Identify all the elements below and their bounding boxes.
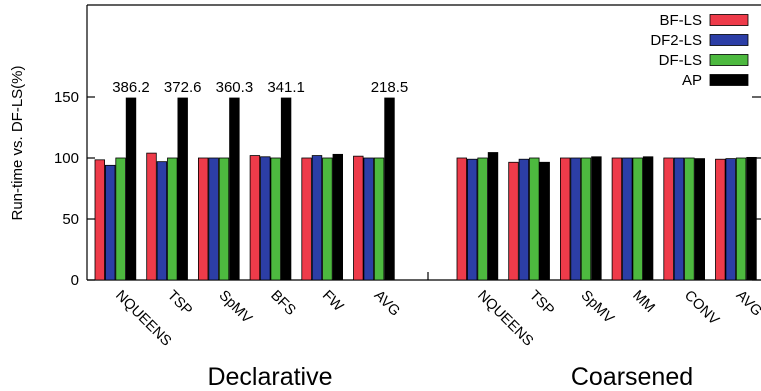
data-label-avg: 218.5 <box>371 79 409 96</box>
y-tick-label-100: 100 <box>54 150 79 167</box>
bar-df-ls-bfs-0 <box>270 157 281 281</box>
bar-break-mark-nqueens <box>123 84 139 97</box>
bar-bf-ls-spmv-0 <box>197 157 209 281</box>
x-tick-label-fw-0: FW <box>319 288 346 315</box>
bar-bf-ls-tsp-0 <box>146 152 157 281</box>
bar-df2-ls-nqueens-1 <box>466 158 478 281</box>
bar-ap-conv-1 <box>694 158 706 281</box>
bar-ap-spmv-1 <box>591 156 602 281</box>
x-tick-label-conv-1: CONV <box>681 288 722 329</box>
bar-df-ls-nqueens-0 <box>115 157 126 281</box>
bar-df2-ls-bfs-0 <box>260 156 271 281</box>
bar-bf-ls-tsp-1 <box>508 161 519 281</box>
bar-bf-ls-bfs-0 <box>249 155 261 281</box>
bar-df-ls-tsp-0 <box>167 157 178 281</box>
bar-df2-ls-conv-1 <box>673 157 685 281</box>
bar-bf-ls-spmv-1 <box>560 157 571 281</box>
bar-bf-ls-nqueens-0 <box>94 159 106 281</box>
x-tick-label-tsp-1: TSP <box>526 288 557 319</box>
bar-bf-ls-conv-1 <box>663 157 674 281</box>
x-tick-label-spmv-0: SpMV <box>216 288 255 327</box>
x-tick-label-mm-1: MM <box>629 288 657 316</box>
bar-break-mark-bfs <box>278 84 294 97</box>
bar-df-ls-avg-0 <box>373 157 385 281</box>
bar-df2-ls-spmv-1 <box>570 157 581 281</box>
y-tick-label-50: 50 <box>62 211 79 228</box>
legend-label-ap: AP <box>682 72 702 89</box>
legend-swatch-bf-ls <box>709 14 749 26</box>
bar-ap-tsp-1 <box>539 161 550 281</box>
x-tick-label-bfs-0: BFS <box>267 288 298 319</box>
bar-bf-ls-fw-0 <box>301 157 312 281</box>
bar-df2-ls-fw-0 <box>311 155 323 281</box>
x-tick-label-avg-0: AVG <box>371 288 403 320</box>
bar-ap-tsp-0 <box>177 97 188 281</box>
x-tick-label-avg-1: AVG <box>733 288 761 320</box>
bar-df2-ls-tsp-0 <box>156 161 168 281</box>
bar-df-ls-spmv-0 <box>218 157 230 281</box>
group-label-coarsened: Coarsened <box>571 363 693 391</box>
bar-df2-ls-mm-1 <box>622 157 633 281</box>
bar-df2-ls-spmv-0 <box>208 157 219 281</box>
bar-ap-spmv-0 <box>229 97 240 281</box>
legend-swatch-df2-ls <box>709 34 749 46</box>
bar-df2-ls-avg-0 <box>363 157 374 281</box>
x-tick-label-tsp-0: TSP <box>164 288 195 319</box>
bar-ap-nqueens-0 <box>125 97 137 281</box>
chart-bars <box>94 84 757 281</box>
y-tick-label-150: 150 <box>54 89 79 106</box>
bar-bf-ls-avg-1 <box>715 158 726 281</box>
data-label-spmv: 360.3 <box>216 79 254 96</box>
group-label-declarative: Declarative <box>207 363 332 391</box>
bar-df2-ls-avg-1 <box>725 158 736 281</box>
legend-label-bf-ls: BF-LS <box>659 12 702 29</box>
x-tick-label-spmv-1: SpMV <box>578 288 617 327</box>
bar-break-mark-tsp <box>174 84 191 97</box>
bar-df-ls-nqueens-1 <box>477 157 488 281</box>
legend-label-df2-ls: DF2-LS <box>650 32 702 49</box>
bar-df-ls-avg-1 <box>735 157 747 281</box>
bar-df2-ls-nqueens-0 <box>105 164 116 281</box>
y-tick-label-0: 0 <box>71 272 79 289</box>
bar-df2-ls-tsp-1 <box>518 158 530 281</box>
bar-ap-avg-0 <box>384 97 395 281</box>
bar-bf-ls-mm-1 <box>611 157 623 281</box>
legend-label-df-ls: DF-LS <box>659 52 702 69</box>
bar-df-ls-spmv-1 <box>580 157 592 281</box>
y-axis-label: Run-time vs. DF-LS(%) <box>9 65 26 220</box>
bar-df-ls-fw-0 <box>322 157 333 281</box>
chart-legend: BF-LS DF2-LS DF-LS AP <box>650 12 749 89</box>
bar-ap-bfs-0 <box>280 97 292 281</box>
data-label-tsp: 372.6 <box>164 79 202 96</box>
bar-bf-ls-avg-0 <box>353 155 364 281</box>
legend-swatch-ap <box>709 74 749 86</box>
data-label-bfs: 341.1 <box>267 79 305 96</box>
bar-break-mark-spmv <box>226 84 243 97</box>
bar-ap-mm-1 <box>642 156 654 281</box>
bar-df-ls-conv-1 <box>684 157 695 281</box>
bar-ap-fw-0 <box>332 153 344 281</box>
data-label-nqueens: 386.2 <box>112 79 150 96</box>
bar-df-ls-tsp-1 <box>529 157 540 281</box>
bar-bf-ls-nqueens-1 <box>456 157 468 281</box>
legend-swatch-df-ls <box>709 54 749 66</box>
bar-df-ls-mm-1 <box>632 157 643 281</box>
bar-ap-avg-1 <box>746 156 757 281</box>
bar-ap-nqueens-1 <box>487 152 499 281</box>
bar-break-mark-avg <box>381 84 398 97</box>
